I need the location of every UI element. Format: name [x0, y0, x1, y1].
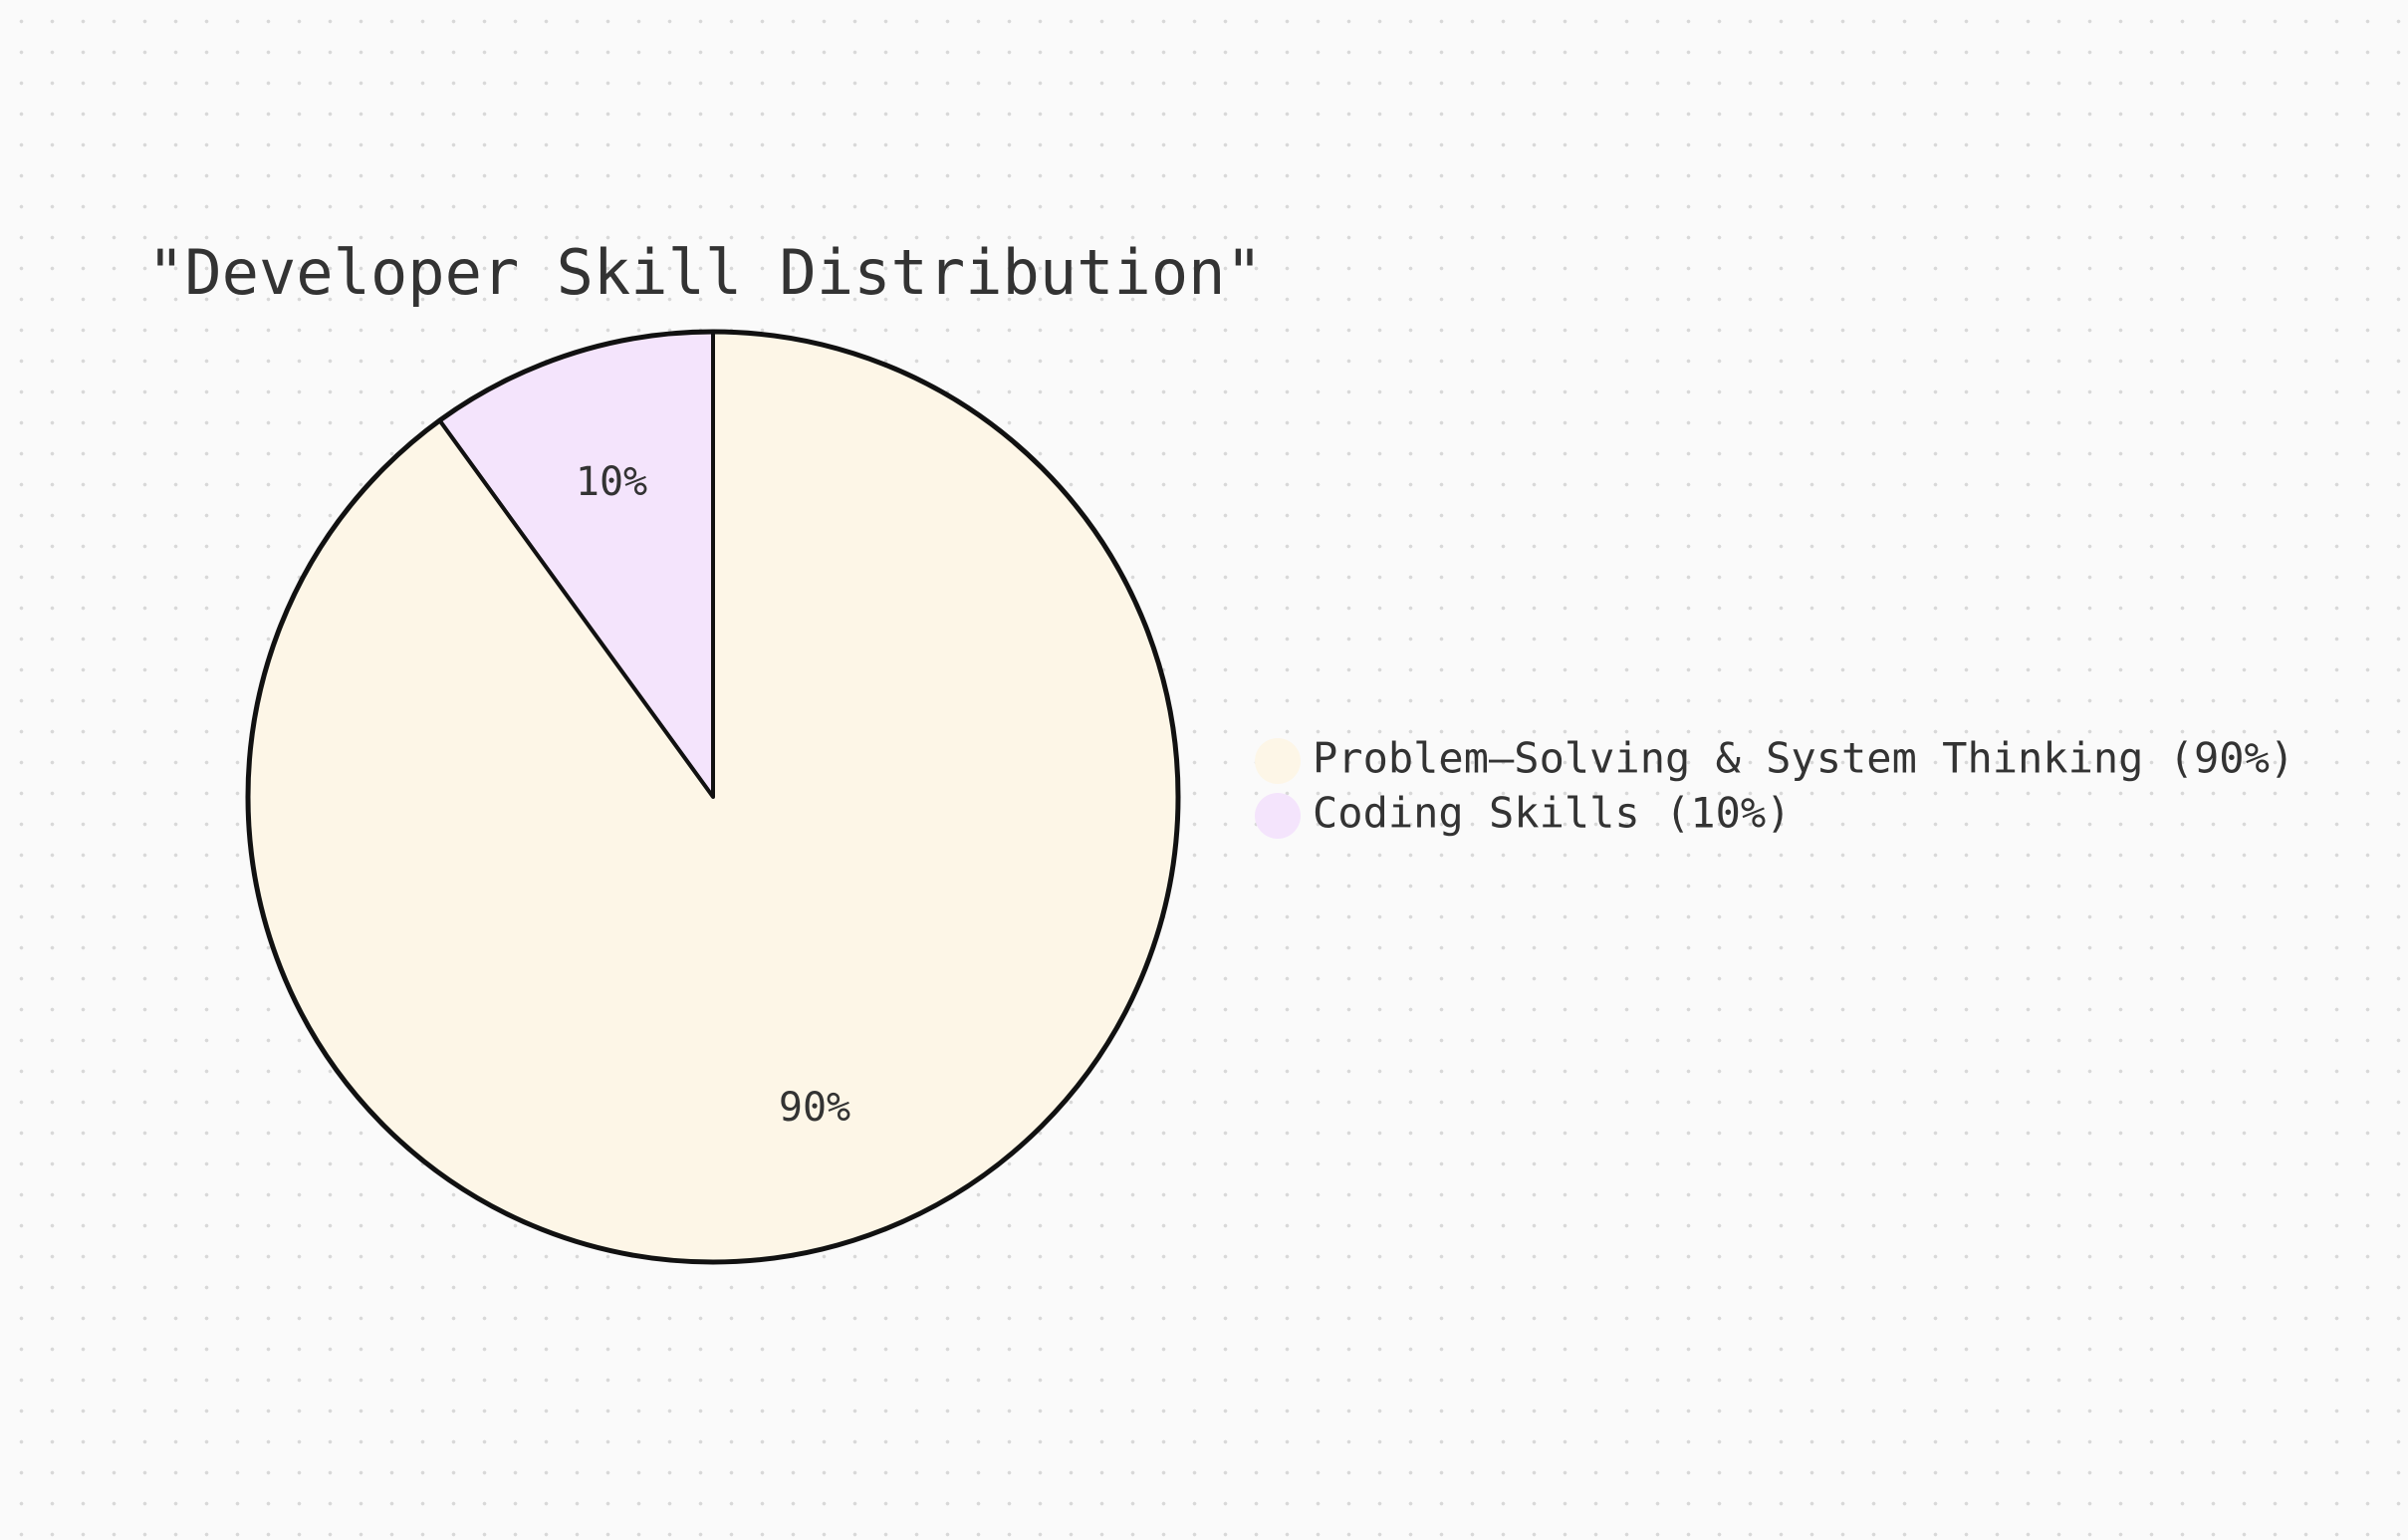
legend-label: Coding Skills (10%) — [1313, 789, 1791, 838]
legend-swatch — [1255, 738, 1301, 784]
legend-label: Problem–Solving & System Thinking (90%) — [1313, 734, 2294, 783]
slice-percent-label: 90% — [779, 1085, 850, 1131]
pie-slice-2 — [246, 330, 1180, 1264]
pie: 10% 90% — [245, 329, 1181, 1265]
legend-swatch — [1255, 793, 1301, 839]
chart-title: "Developer Skill Distribution" — [147, 236, 1263, 309]
legend: Problem–Solving & System Thinking (90%) C… — [1255, 734, 2294, 839]
pie-outline — [245, 329, 1181, 1265]
slice-percent-label: 10% — [576, 459, 647, 505]
